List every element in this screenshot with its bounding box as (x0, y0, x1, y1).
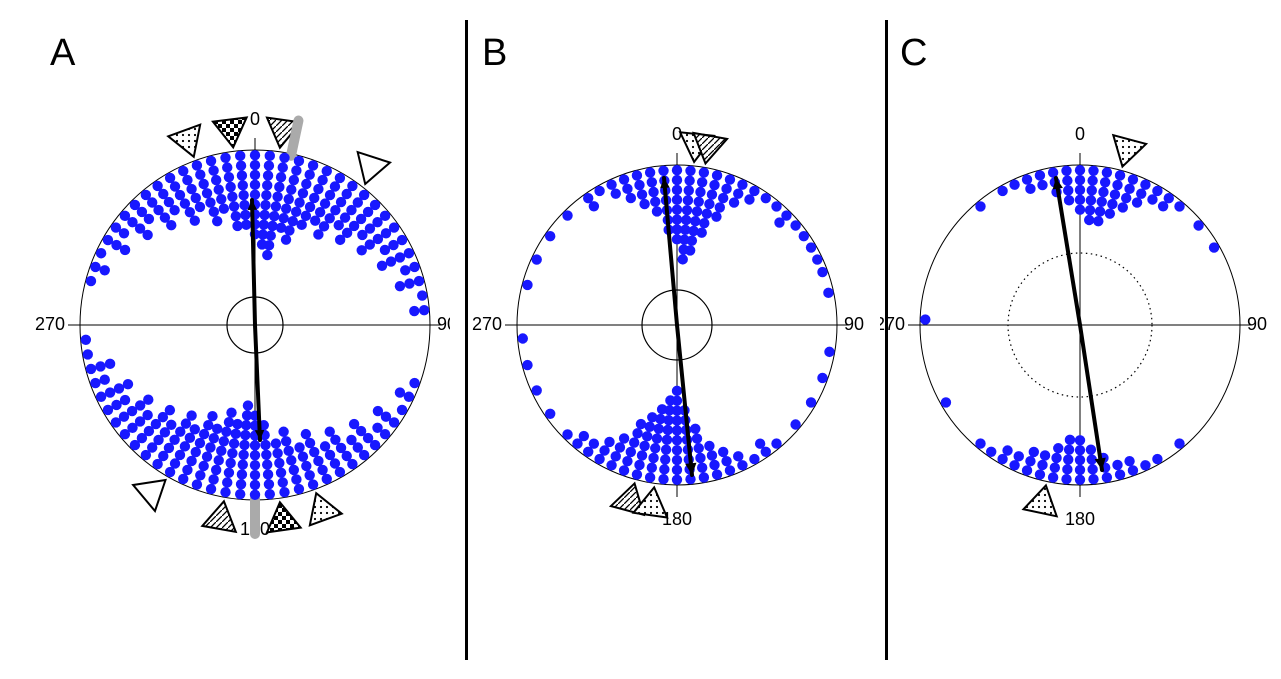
axis-label-0: 0 (250, 109, 260, 129)
axis-label-270: 270 (35, 314, 65, 334)
panel-label: B (482, 32, 507, 74)
panel-label: C (900, 32, 927, 74)
axis-label-270: 270 (880, 314, 905, 334)
axis-label-0: 0 (1075, 124, 1085, 144)
axis-label-180: 180 (1065, 509, 1095, 529)
circular-plot-C: 0 90 180 270 C (880, 0, 1281, 679)
figure-container: 0 90 180 270 A 0 90 180 270 B 0 90 180 270 C (0, 0, 1281, 679)
axis-label-270: 270 (472, 314, 502, 334)
axis-label-180: 180 (662, 509, 692, 529)
axis-label-90: 90 (1247, 314, 1267, 334)
axis-label-90: 90 (844, 314, 864, 334)
axis-label-90: 90 (437, 314, 450, 334)
circular-plot-B: 090180270B (462, 0, 882, 679)
circular-plot-A: 090180270A (30, 0, 450, 679)
panel-label: A (50, 32, 76, 74)
